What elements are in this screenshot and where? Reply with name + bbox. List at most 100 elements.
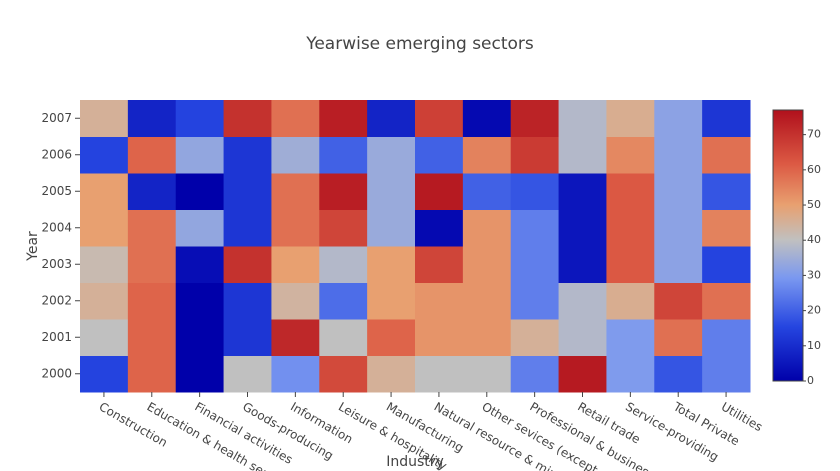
heatmap-cell xyxy=(80,282,129,320)
heatmap-cell xyxy=(80,173,129,210)
heatmap-cell xyxy=(127,136,177,174)
heatmap-cell xyxy=(558,100,607,137)
colorbar xyxy=(772,109,804,382)
heatmap-cell xyxy=(271,246,320,283)
heatmap-cell xyxy=(127,319,177,356)
heatmap-cell xyxy=(367,355,416,393)
heatmap-cell xyxy=(367,100,416,137)
heatmap-cell xyxy=(654,246,703,283)
heatmap-cell xyxy=(558,209,607,247)
heatmap-cell xyxy=(462,355,512,393)
heatmap-cell xyxy=(319,355,368,393)
heatmap-cell xyxy=(127,100,177,137)
heatmap-cell xyxy=(271,282,320,320)
heatmap-cell xyxy=(415,246,464,283)
colorbar-tick-label: 50 xyxy=(807,198,821,211)
heatmap-cell xyxy=(510,173,560,210)
heatmap-cell xyxy=(175,136,225,174)
heatmap-cell xyxy=(654,209,703,247)
heatmap-cell xyxy=(606,209,655,247)
heatmap-cell xyxy=(271,136,320,174)
heatmap-cell xyxy=(319,282,368,320)
heatmap-cell xyxy=(319,100,368,137)
heatmap-cell xyxy=(702,209,751,247)
heatmap-cell xyxy=(462,100,512,137)
heatmap-cell xyxy=(319,319,368,356)
y-tick-label: 2003 xyxy=(41,257,72,271)
heatmap-cell xyxy=(702,173,751,210)
heatmap-cell xyxy=(510,246,560,283)
heatmap-cell xyxy=(271,355,320,393)
heatmap-cell xyxy=(80,209,129,247)
heatmap-cell xyxy=(367,246,416,283)
heatmap-cell xyxy=(415,136,464,174)
y-axis-title: Year xyxy=(25,231,41,262)
heatmap-cell xyxy=(654,136,703,174)
heatmap-cell xyxy=(415,209,464,247)
heatmap-cell xyxy=(462,173,512,210)
heatmap-cell xyxy=(510,355,560,393)
heatmap-cell xyxy=(80,319,129,356)
heatmap-cell xyxy=(558,173,607,210)
heatmap-cell xyxy=(175,282,225,320)
colorbar-tick-label: 20 xyxy=(807,304,821,317)
heatmap-cell xyxy=(223,209,272,247)
heatmap-cell xyxy=(702,319,751,356)
heatmap-cell xyxy=(510,319,560,356)
heatmap-cell xyxy=(606,246,655,283)
heatmap-cell xyxy=(558,136,607,174)
heatmap-cell xyxy=(127,209,177,247)
heatmap-cell xyxy=(175,246,225,283)
heatmap-cell xyxy=(127,173,177,210)
chart-title: Yearwise emerging sectors xyxy=(305,34,534,54)
heatmap-cell xyxy=(271,173,320,210)
heatmap-cell xyxy=(319,173,368,210)
heatmap-cell xyxy=(367,209,416,247)
heatmap-cell xyxy=(654,100,703,137)
colorbar-tick-label: 60 xyxy=(807,163,821,176)
heatmap-cell xyxy=(606,319,655,356)
colorbar-tick-label: 0 xyxy=(807,374,814,387)
heatmap-cell xyxy=(319,136,368,174)
heatmap-cell xyxy=(462,209,512,247)
heatmap-cell xyxy=(702,136,751,174)
colorbar-tick-label: 30 xyxy=(807,268,821,281)
heatmap-cell xyxy=(702,100,751,137)
heatmap-cell xyxy=(127,282,177,320)
heatmap-cell xyxy=(319,209,368,247)
heatmap-cell xyxy=(80,136,129,174)
y-tick-label: 2002 xyxy=(41,293,72,307)
heatmap-cell xyxy=(175,319,225,356)
heatmap-cell xyxy=(558,246,607,283)
y-tick-label: 2004 xyxy=(41,220,72,234)
heatmap-cell xyxy=(654,319,703,356)
heatmap-cell xyxy=(606,100,655,137)
heatmap-cell xyxy=(223,136,272,174)
heatmap-cell xyxy=(80,355,129,393)
heatmap-cell xyxy=(462,282,512,320)
heatmap-cell xyxy=(367,173,416,210)
heatmap-cell xyxy=(127,355,177,393)
heatmap-cell xyxy=(510,100,560,137)
heatmap-cell xyxy=(415,355,464,393)
heatmap-cell xyxy=(80,246,129,283)
heatmap-cell xyxy=(462,319,512,356)
heatmap-cell xyxy=(606,355,655,393)
heatmap-cell xyxy=(127,246,177,283)
heatmap-cell xyxy=(223,319,272,356)
heatmap-cell xyxy=(558,355,607,393)
y-tick-label: 2006 xyxy=(41,147,72,161)
heatmap-cell xyxy=(223,355,272,393)
heatmap-cell xyxy=(319,246,368,283)
heatmap-cell xyxy=(367,319,416,356)
heatmap-cell xyxy=(415,282,464,320)
heatmap-cell xyxy=(606,136,655,174)
heatmap-cell xyxy=(606,282,655,320)
heatmap-cell xyxy=(558,282,607,320)
heatmap-cell xyxy=(606,173,655,210)
heatmap-cell xyxy=(80,100,129,137)
heatmap-cell xyxy=(175,209,225,247)
heatmap-cell xyxy=(415,100,464,137)
heatmap-cell xyxy=(702,355,751,393)
heatmap-cell xyxy=(702,282,751,320)
